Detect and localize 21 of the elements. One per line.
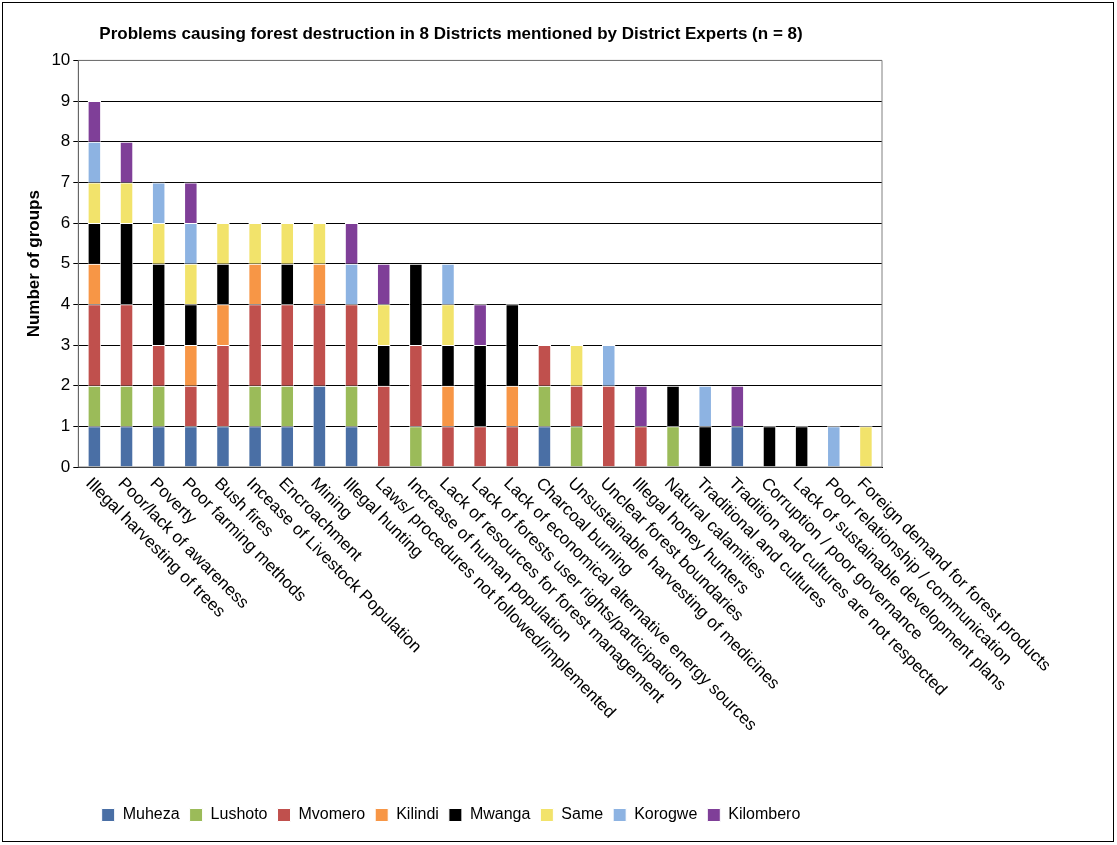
legend-label: Kilindi [396, 805, 439, 823]
legend-label: Mvomero [298, 805, 366, 823]
y-tick-label: 8 [60, 131, 71, 151]
chart-title: Problems causing forest destruction in 8 Districts mentioned by District Experts (n = 8) [99, 23, 803, 43]
y-tick-label: 0 [60, 456, 71, 476]
y-tick-label: 9 [60, 90, 71, 110]
legend-label: Kilombero [728, 805, 801, 823]
legend-label: Mwanga [469, 805, 531, 823]
y-tick-label: 10 [51, 50, 71, 70]
legend-label: Korogwe [634, 805, 698, 823]
y-tick-label: 4 [60, 294, 71, 314]
y-axis-title: Number of groups [23, 190, 43, 338]
legend-label: Lushoto [210, 805, 268, 823]
y-tick-label: 3 [60, 334, 71, 354]
y-tick-label: 7 [60, 172, 71, 192]
legend-label: Same [561, 805, 604, 823]
y-tick-label: 2 [60, 375, 71, 395]
y-tick-label: 5 [60, 253, 71, 273]
y-tick-label: 6 [60, 212, 71, 232]
y-tick-label: 1 [60, 416, 71, 436]
legend-label: Muheza [122, 805, 180, 823]
